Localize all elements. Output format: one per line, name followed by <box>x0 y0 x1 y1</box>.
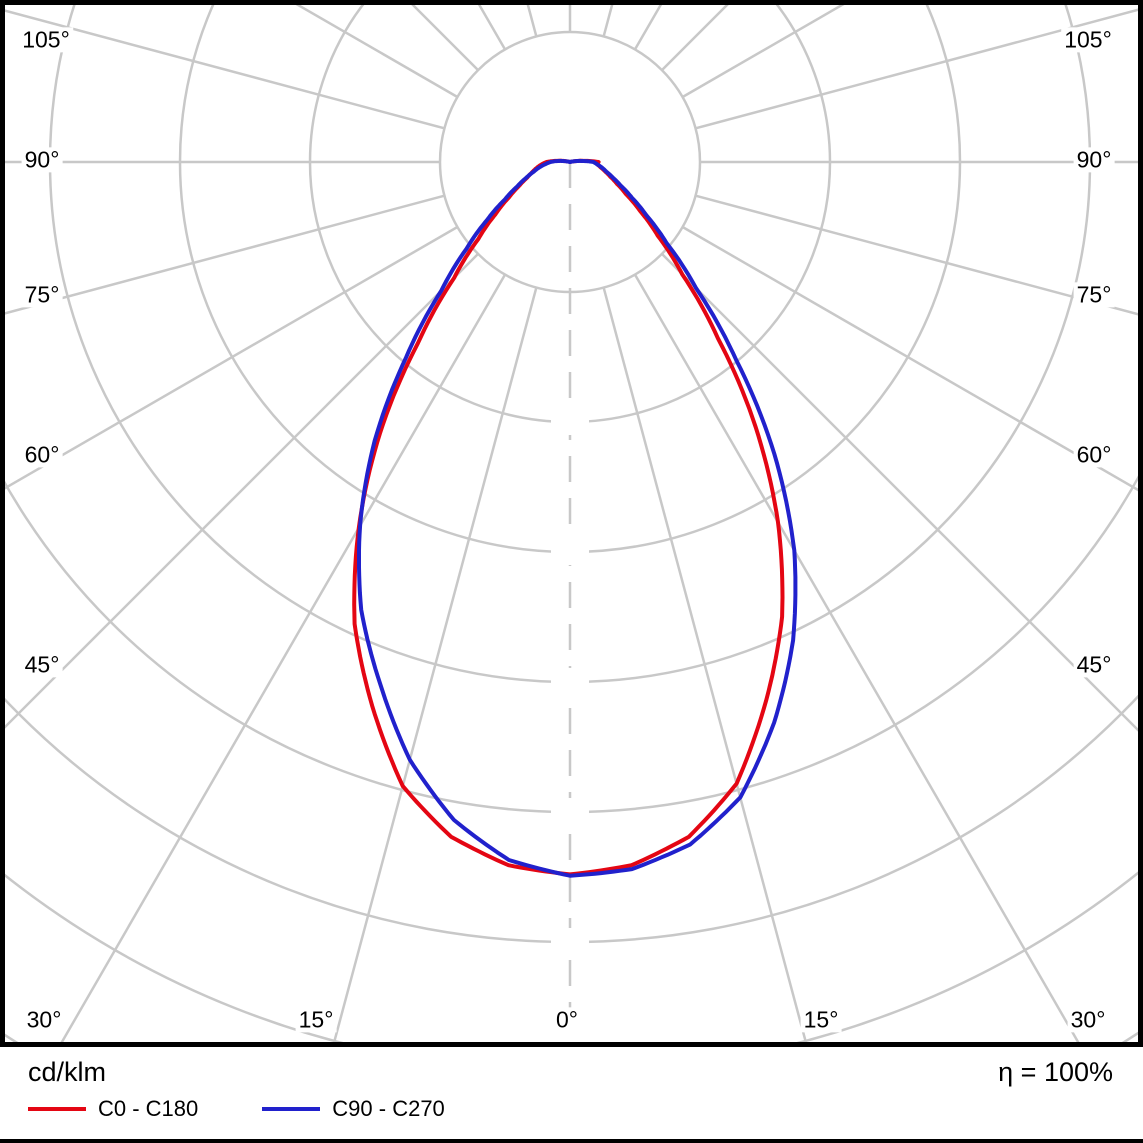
ring-value-box <box>551 408 589 435</box>
polar-plot: 105° 90° 75° 60° 45° 30° 105° 90° 75° 60° 45° 30° 15… <box>0 0 1143 1047</box>
legend-line-swatch <box>28 1107 86 1111</box>
angle-label-60: 60° <box>21 442 63 468</box>
angle-label-90: 90° <box>1073 147 1115 173</box>
grid-radial-line <box>57 273 507 1047</box>
angle-label-45: 45° <box>21 652 63 678</box>
angle-label-0: 0° <box>553 1007 581 1033</box>
grid-radial-line <box>0 194 445 317</box>
grid-radial-line <box>0 7 445 130</box>
grid-radial-line <box>695 7 1143 130</box>
angle-label-45: 45° <box>1073 652 1115 678</box>
angle-label-15: 15° <box>295 1007 337 1033</box>
legend-label: C0 - C180 <box>98 1096 199 1121</box>
units-label: cd/klm <box>28 1057 107 1087</box>
ring-value-box <box>551 668 589 695</box>
grid-radial-line <box>602 287 809 1047</box>
grid-radial-line <box>633 273 1083 1047</box>
ring-value-box <box>551 928 589 955</box>
legend-area: cd/klm η = 100% C0 - C180 C90 - C270 <box>0 1047 1143 1143</box>
grid-radial-line <box>0 253 479 734</box>
legend-line-swatch <box>262 1107 321 1111</box>
efficiency-label: η = 100% <box>998 1057 1113 1087</box>
ring-value-box <box>551 798 589 825</box>
ring-value-box <box>551 538 589 565</box>
grid-ring <box>0 0 1143 1047</box>
grid-radial-line <box>661 253 1143 737</box>
grid-radial-line <box>475 0 507 51</box>
grid-radial-line <box>525 0 538 37</box>
legend-item: C0 - C180 <box>28 1096 198 1122</box>
grid-ring <box>0 866 1143 1047</box>
angle-label-75: 75° <box>1073 282 1115 308</box>
angle-label-60: 60° <box>1073 442 1115 468</box>
curve-C0-C180 <box>352 158 785 877</box>
angle-label-105: 105° <box>1061 27 1115 53</box>
angle-label-105: 105° <box>19 27 73 53</box>
angle-label-75: 75° <box>21 282 63 308</box>
grid-ring <box>0 1028 1143 1047</box>
grid-radial-line <box>695 194 1143 317</box>
polar-grid-and-curves <box>0 0 1143 1047</box>
curve-C90-C270 <box>357 158 798 878</box>
legend-label: C90 - C270 <box>332 1096 445 1121</box>
angle-label-30: 30° <box>23 1007 65 1033</box>
legend-top-row: cd/klm η = 100% <box>0 1047 1143 1088</box>
angle-label-90: 90° <box>21 147 63 173</box>
grid-radial-line <box>331 287 538 1047</box>
angle-label-30: 30° <box>1067 1007 1109 1033</box>
grid-radial-line <box>0 225 459 493</box>
angle-label-15: 15° <box>800 1007 842 1033</box>
grid-radial-line <box>681 225 1143 495</box>
plot-frame <box>0 0 1143 1047</box>
grid-radial-line <box>602 0 615 37</box>
legend-item: C90 - C270 <box>262 1096 445 1122</box>
legend-items: C0 - C180 C90 - C270 <box>0 1088 1143 1122</box>
